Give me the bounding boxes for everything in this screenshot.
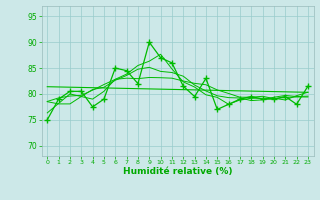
X-axis label: Humidité relative (%): Humidité relative (%) <box>123 167 232 176</box>
